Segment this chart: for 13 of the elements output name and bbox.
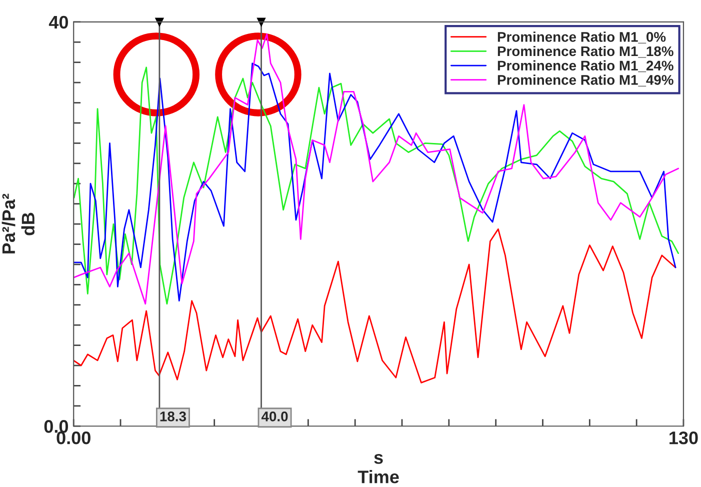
y-axis-title: Pa²/Pa² dB [2, 194, 35, 254]
legend-label: Prominence Ratio M1_49% [498, 74, 674, 86]
legend-label: Prominence Ratio M1_0% [498, 32, 666, 44]
x-tick-label: 0.00 [56, 431, 90, 444]
y-tick-label: 0.0 [44, 420, 68, 433]
x-axis-title: s Time [358, 454, 399, 484]
y-tick-label: 40 [48, 16, 68, 29]
ref-line-label: 40.0 [261, 412, 288, 422]
x-tick-label: 130 [670, 431, 698, 444]
ref-line-label: 18.3 [160, 412, 186, 422]
legend-label: Prominence Ratio M1_24% [498, 60, 674, 72]
legend-label: Prominence Ratio M1_18% [498, 46, 674, 58]
line-series [74, 228, 676, 384]
